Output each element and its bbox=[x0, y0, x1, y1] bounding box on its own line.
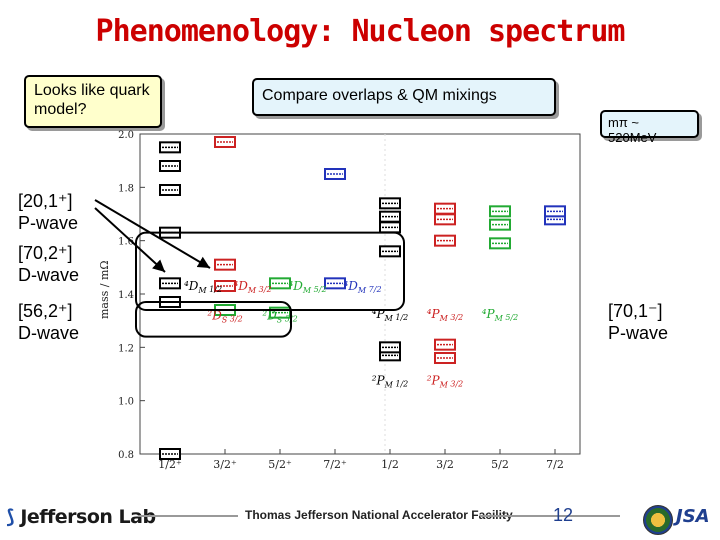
x-tick-label: 3/2⁺ bbox=[213, 458, 237, 471]
callout-pion-mass-text: mπ ~ 520MeV bbox=[608, 115, 657, 145]
facility-name: Thomas Jefferson National Accelerator Fa… bbox=[245, 508, 513, 522]
footer-divider-left bbox=[138, 515, 238, 517]
y-tick-label: 1.8 bbox=[118, 183, 134, 194]
y-tick-label: 1.6 bbox=[118, 237, 134, 248]
label-56-d-wave-bottom: D-wave bbox=[18, 323, 80, 343]
highlight-56-d-wave bbox=[135, 301, 292, 338]
label-70-p-wave: [70,1⁻] P-wave bbox=[608, 300, 668, 344]
y-tick-label: 0.8 bbox=[118, 450, 134, 461]
slide-title: Phenomenology: Nucleon spectrum bbox=[95, 14, 626, 49]
doe-seal-icon bbox=[643, 505, 673, 535]
label-70-d-wave: [70,2⁺] D-wave bbox=[18, 242, 79, 286]
footer-divider-right bbox=[480, 515, 620, 517]
x-tick-label: 1/2⁺ bbox=[158, 458, 182, 471]
jefferson-lab-logo: ⟆ Jefferson Lab bbox=[6, 506, 156, 528]
x-tick-label: 7/2⁺ bbox=[323, 458, 347, 471]
label-56-d-wave-top: [56,2⁺] bbox=[18, 301, 73, 321]
x-tick-label: 5/2 bbox=[491, 458, 509, 471]
label-70-p-wave-bottom: P-wave bbox=[608, 323, 669, 343]
nucleon-spectrum-plot: 0.8 1.0 1.2 1.4 1.6 1.8 2.0 mass / mΩ 1/2⁺ 3/2⁺ 5/… bbox=[100, 130, 581, 471]
y-tick-label: 1.2 bbox=[118, 343, 134, 354]
callout-quark-model-text: Looks like quark model? bbox=[34, 82, 150, 118]
callout-pion-mass: mπ ~ 520MeV bbox=[600, 110, 699, 145]
jsa-logo: JSA bbox=[676, 506, 710, 527]
x-tick-label: 1/2 bbox=[381, 458, 399, 471]
x-tick-label: 3/2 bbox=[436, 458, 454, 471]
y-tick-label: 1.4 bbox=[118, 290, 134, 301]
jlab-swoosh-icon: ⟆ bbox=[6, 506, 15, 528]
label-20-p-wave-top: [20,1⁺] bbox=[18, 191, 73, 211]
callout-compare-overlaps-text: Compare overlaps & QM mixings bbox=[262, 87, 497, 104]
plot-frame bbox=[139, 133, 581, 455]
page-number: 12 bbox=[553, 505, 574, 525]
jefferson-lab-text: Jefferson Lab bbox=[20, 506, 156, 528]
label-20-p-wave: [20,1⁺] P-wave bbox=[18, 190, 78, 234]
footer-bar bbox=[0, 500, 720, 540]
label-56-d-wave: [56,2⁺] D-wave bbox=[18, 300, 79, 344]
y-tick-label: 1.0 bbox=[118, 397, 134, 408]
y-tick-label: 2.0 bbox=[118, 130, 134, 141]
label-70-d-wave-bottom: D-wave bbox=[18, 265, 80, 285]
x-tick-label: 5/2⁺ bbox=[268, 458, 292, 471]
label-20-p-wave-bottom: P-wave bbox=[18, 213, 79, 233]
x-tick-label: 7/2 bbox=[546, 458, 564, 471]
label-70-p-wave-top: [70,1⁻] bbox=[608, 301, 663, 321]
callout-quark-model: Looks like quark model? bbox=[24, 75, 162, 128]
y-axis-label: mass / mΩ bbox=[100, 260, 111, 319]
label-70-d-wave-top: [70,2⁺] bbox=[18, 243, 73, 263]
callout-compare-overlaps: Compare overlaps & QM mixings bbox=[252, 78, 556, 116]
